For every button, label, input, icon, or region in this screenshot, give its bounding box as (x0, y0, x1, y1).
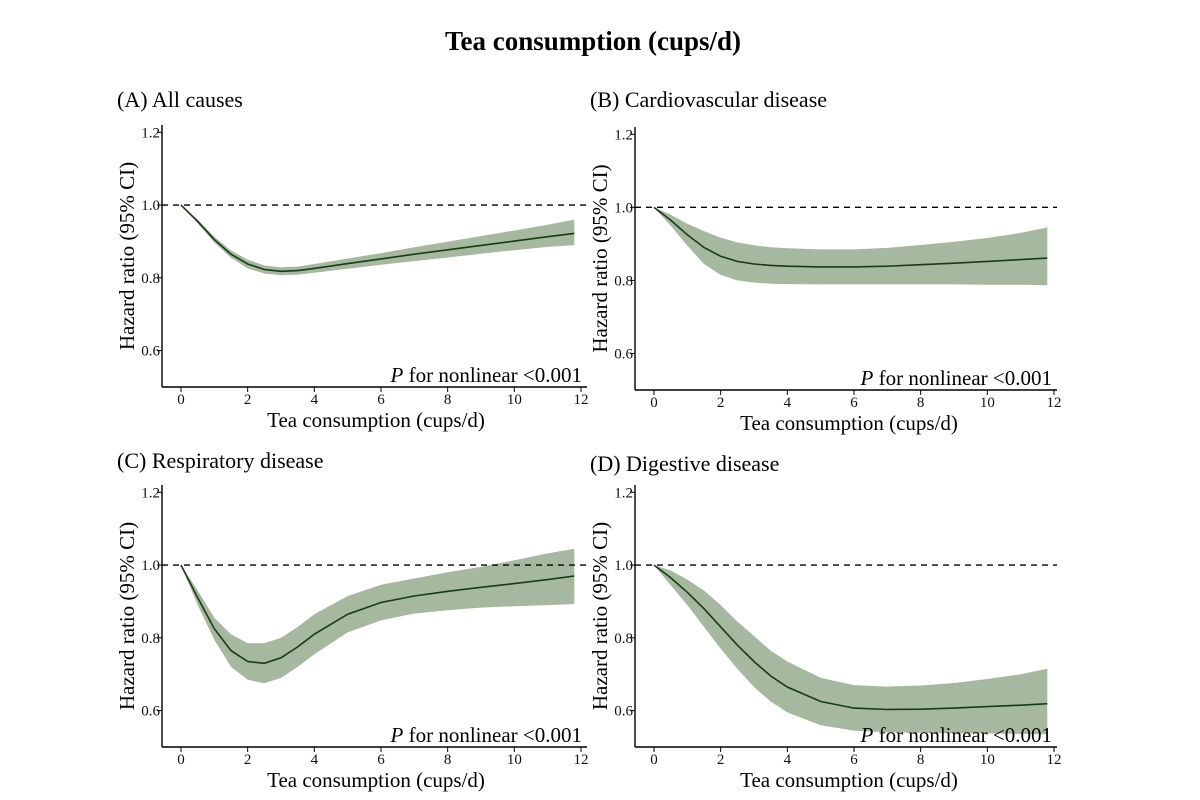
y-tick-label: 0.8 (614, 273, 633, 289)
x-tick-label: 0 (650, 752, 658, 768)
x-tick-label: 8 (444, 392, 452, 408)
p-symbol: P (860, 366, 874, 390)
y-tick-label: 1.2 (614, 485, 633, 501)
panel-title: (B) Cardiovascular disease (590, 87, 827, 112)
x-tick-label: 6 (850, 752, 858, 768)
x-tick-label: 6 (850, 395, 858, 411)
x-tick-label: 8 (917, 395, 925, 411)
x-tick-label: 12 (574, 392, 589, 408)
p-text: for nonlinear <0.001 (873, 723, 1052, 747)
confidence-band (654, 207, 1048, 286)
estimate-line (180, 204, 575, 273)
p-text: for nonlinear <0.001 (403, 723, 582, 747)
chart-panel-2: (B) Cardiovascular disease 0.6 0.8 1.0 1.2 0 2… (588, 87, 1062, 435)
x-tick-label: 0 (650, 395, 658, 411)
p-text: for nonlinear <0.001 (873, 366, 1052, 390)
x-axis-label: Tea consumption (cups/d) (740, 411, 958, 435)
x-tick-label: 10 (507, 752, 522, 768)
p-symbol: P (390, 723, 404, 747)
x-tick-label: 0 (177, 752, 185, 768)
x-tick-label: 4 (784, 395, 792, 411)
figure-title: Tea consumption (cups/d) (445, 26, 741, 56)
y-axis-label: Hazard ratio (95% CI) (588, 522, 612, 710)
p-symbol: P (390, 363, 404, 387)
x-tick-label: 12 (574, 752, 589, 768)
x-tick-label: 8 (917, 752, 925, 768)
y-axis-label: Hazard ratio (95% CI) (115, 522, 139, 710)
nonlinear-p-note: P for nonlinear <0.001 (390, 363, 582, 387)
nonlinear-p-note: P for nonlinear <0.001 (390, 723, 582, 747)
x-tick-label: 2 (717, 395, 725, 411)
y-tick-label: 1.0 (141, 558, 160, 574)
confidence-band (654, 565, 1048, 735)
x-tick-label: 8 (444, 752, 452, 768)
x-tick-label: 10 (980, 752, 995, 768)
y-tick-label: 0.8 (141, 631, 160, 647)
panel-title: (A) All causes (117, 87, 243, 112)
estimate-line (180, 564, 575, 665)
x-axis-label: Tea consumption (cups/d) (267, 768, 485, 792)
nonlinear-p-note: P for nonlinear <0.001 (860, 366, 1052, 390)
y-tick-label: 0.8 (614, 631, 633, 647)
confidence-band (181, 548, 575, 684)
y-tick-label: 1.0 (614, 200, 633, 216)
panel-title: (C) Respiratory disease (117, 448, 324, 473)
x-tick-label: 4 (311, 752, 319, 768)
y-tick-label: 1.2 (141, 125, 160, 141)
x-tick-label: 6 (377, 392, 385, 408)
x-tick-label: 4 (311, 392, 319, 408)
x-tick-label: 4 (784, 752, 792, 768)
confidence-band (181, 205, 575, 276)
x-tick-label: 0 (177, 392, 185, 408)
p-text: for nonlinear <0.001 (403, 363, 582, 387)
y-tick-label: 1.2 (614, 127, 633, 143)
x-tick-label: 12 (1047, 395, 1062, 411)
p-symbol: P (860, 723, 874, 747)
y-tick-label: 0.6 (614, 346, 633, 362)
y-tick-label: 1.0 (614, 558, 633, 574)
x-tick-label: 6 (377, 752, 385, 768)
estimate-line (653, 564, 1048, 711)
estimate-line (653, 206, 1048, 268)
x-axis-label: Tea consumption (cups/d) (267, 408, 485, 432)
x-tick-label: 2 (717, 752, 725, 768)
nonlinear-p-note: P for nonlinear <0.001 (860, 723, 1052, 747)
y-tick-label: 1.2 (141, 485, 160, 501)
y-tick-label: 0.6 (141, 704, 160, 720)
x-tick-label: 10 (507, 392, 522, 408)
y-tick-label: 0.8 (141, 271, 160, 287)
panel-title: (D) Digestive disease (590, 451, 779, 476)
y-axis-label: Hazard ratio (95% CI) (588, 164, 612, 352)
chart-panel-1: (A) All causes 0.6 0.8 1.0 1.2 0 2 4 6 8 10 12 Tea c… (115, 87, 589, 432)
panels-container: (A) All causes 0.6 0.8 1.0 1.2 0 2 4 6 8 10 12 Tea c… (115, 87, 1062, 792)
chart-panel-3: (C) Respiratory disease 0.6 0.8 1.0 1.2 0 2 4 6 8… (115, 448, 589, 792)
x-tick-label: 2 (244, 752, 252, 768)
x-tick-label: 12 (1047, 752, 1062, 768)
y-axis-label: Hazard ratio (95% CI) (115, 162, 139, 350)
y-tick-label: 1.0 (141, 198, 160, 214)
x-tick-label: 2 (244, 392, 252, 408)
x-axis-label: Tea consumption (cups/d) (740, 768, 958, 792)
x-tick-label: 10 (980, 395, 995, 411)
chart-panel-4: (D) Digestive disease 0.6 0.8 1.0 1.2 0 2 4 6 8 10… (588, 451, 1062, 792)
y-tick-label: 0.6 (141, 344, 160, 360)
y-tick-label: 0.6 (614, 704, 633, 720)
